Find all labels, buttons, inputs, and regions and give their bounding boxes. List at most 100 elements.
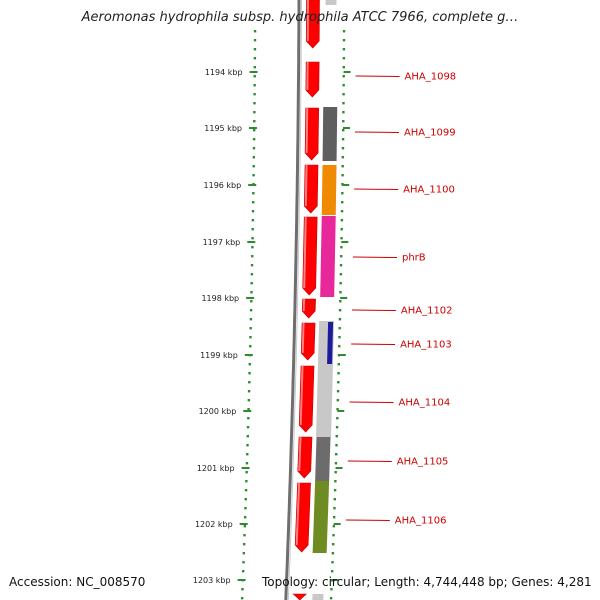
axis-dot-left — [252, 138, 256, 141]
axis-dot-right — [334, 462, 338, 465]
axis-dot-left — [240, 597, 244, 600]
axis-dot-right — [339, 291, 342, 294]
feature-block — [327, 322, 334, 364]
axis-dot-right — [329, 597, 333, 600]
tick-mark-right — [342, 184, 350, 186]
axis-dot-right — [340, 228, 343, 231]
axis-dot-left — [243, 516, 247, 519]
tick-mark-left — [246, 297, 255, 299]
axis-dot-left — [250, 264, 254, 267]
tick-mark-right — [342, 127, 350, 129]
tick-mark-right — [333, 523, 341, 525]
axis-dot-left — [252, 147, 256, 150]
tick-mark-left — [247, 241, 256, 243]
tick-mark-right — [337, 410, 345, 412]
axis-dot-left — [253, 120, 256, 123]
axis-dot-left — [247, 399, 251, 402]
axis-dot-right — [331, 561, 334, 564]
axis-dot-left — [247, 408, 250, 411]
gene-labels: AHA_1098 AHA_1099 AHA_1100 phrB AHA_1102 AHA_… — [345, 72, 456, 527]
axis-dot-left — [253, 84, 256, 87]
axis-dot-left — [253, 30, 257, 33]
axis-dot-left — [244, 507, 247, 510]
axis-dot-right — [338, 309, 342, 312]
cds-arrow — [292, 593, 307, 600]
label-leader — [351, 309, 396, 311]
cds-arrow-shine — [298, 436, 302, 472]
axis-dot-right — [335, 453, 338, 456]
cds-arrow-shine — [304, 164, 308, 207]
axis-dot-left — [248, 363, 251, 366]
axis-dot-left — [251, 246, 254, 249]
tick-label: 1194 kbp — [205, 68, 243, 77]
axis-dot-left — [251, 237, 254, 240]
axis-dot-left — [249, 318, 253, 321]
map-title: Aeromonas hydrophila subsp. hydrophila A… — [81, 10, 519, 25]
backbone-line — [284, 0, 301, 600]
tick-mark-left — [249, 71, 258, 73]
axis-dot-left — [242, 543, 246, 546]
axis-dot-right — [335, 435, 338, 438]
axis-dot-right — [342, 57, 346, 60]
axis-dot-right — [341, 165, 344, 168]
axis-dot-left — [253, 102, 256, 105]
cds-arrow-shine — [301, 322, 305, 354]
feature-block — [321, 165, 337, 215]
gene-label: AHA_1106 — [395, 516, 447, 527]
tick-label: 1196 kbp — [204, 181, 242, 190]
cds-arrow — [297, 436, 313, 479]
axis-dot-right — [337, 381, 340, 384]
cds-track — [292, 0, 320, 600]
tick-label: 1201 kbp — [197, 464, 235, 473]
tick-mark-right — [331, 579, 339, 581]
tick-label: 1199 kbp — [200, 351, 238, 360]
feature-block — [312, 481, 330, 553]
axis-dot-left — [241, 570, 245, 573]
axis-dot-right — [339, 300, 342, 303]
axis-dot-left — [242, 561, 245, 564]
axis-dot-right — [340, 237, 343, 240]
axis-dot-right — [337, 372, 340, 375]
axis-dot-left — [252, 165, 255, 168]
axis-dot-left — [249, 327, 252, 330]
axis-dot-left — [251, 201, 255, 204]
axis-dot-left — [246, 453, 249, 456]
axis-dot-right — [338, 345, 341, 348]
axis-dot-right — [331, 552, 335, 555]
tick-mark-left — [239, 523, 248, 525]
axis-dot-left — [246, 444, 249, 447]
axis-dot-right — [336, 417, 339, 420]
axis-dot-right — [336, 390, 340, 393]
axis-dot-left — [250, 273, 254, 276]
axis-dot-left — [253, 48, 257, 51]
cds-arrow-shine — [299, 365, 304, 426]
axis-dot-left — [247, 417, 250, 420]
tick-label: 1195 kbp — [204, 124, 242, 133]
tick-mark-right — [335, 467, 343, 469]
axis-dot-right — [341, 156, 345, 159]
cds-arrow-shine — [295, 482, 301, 546]
axis-dot-left — [253, 111, 256, 114]
tick-label: 1203 kbp — [193, 576, 231, 585]
axis-dot-right — [338, 327, 341, 330]
axis-dot-left — [253, 66, 257, 69]
cds-arrow — [305, 0, 320, 49]
axis-dot-left — [250, 300, 253, 303]
axis-dot-right — [342, 120, 345, 123]
cds-arrow-shine — [305, 107, 309, 154]
axis-dot-right — [336, 408, 339, 411]
axis-dot-left — [245, 480, 248, 483]
tick-label: 1200 kbp — [199, 407, 237, 416]
axis-dot-left — [252, 192, 255, 195]
axis-dot-left — [251, 210, 255, 213]
axis-dot-left — [252, 129, 256, 132]
label-leader — [354, 188, 399, 190]
axis-dot-right — [341, 192, 344, 195]
axis-dot-left — [247, 390, 251, 393]
tick-mark-right — [340, 297, 348, 299]
axis-dot-left — [249, 309, 253, 312]
axis-dot-right — [334, 480, 337, 483]
tick-mark-right — [338, 354, 346, 356]
tick-mark-left — [248, 127, 257, 129]
